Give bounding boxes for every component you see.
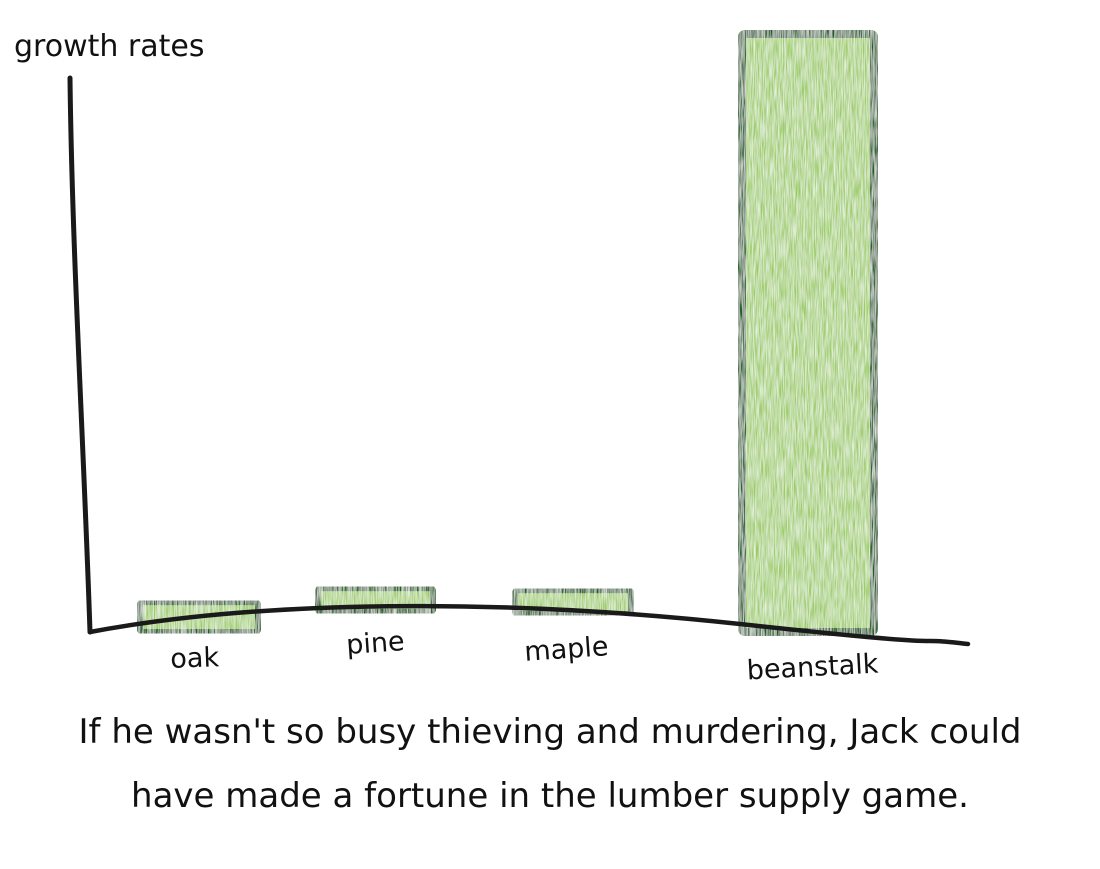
bar-beanstalk bbox=[738, 30, 878, 636]
x-tick-label-maple: maple bbox=[523, 631, 609, 668]
x-tick-label-oak: oak bbox=[170, 642, 220, 675]
y-axis-label: growth rates bbox=[14, 29, 205, 64]
caption-line-1: If he wasn't so busy thieving and murder… bbox=[78, 712, 1022, 752]
x-axis-line bbox=[87, 603, 971, 647]
y-axis-line bbox=[67, 75, 93, 635]
x-tick-labels: oak pine maple beanstalk bbox=[170, 626, 880, 686]
x-tick-label-pine: pine bbox=[345, 626, 405, 661]
x-tick-label-beanstalk: beanstalk bbox=[746, 649, 880, 687]
caption-line-2: have made a fortune in the lumber supply… bbox=[131, 776, 969, 816]
bars-group bbox=[137, 30, 878, 636]
caption: If he wasn't so busy thieving and murder… bbox=[20, 700, 1080, 828]
